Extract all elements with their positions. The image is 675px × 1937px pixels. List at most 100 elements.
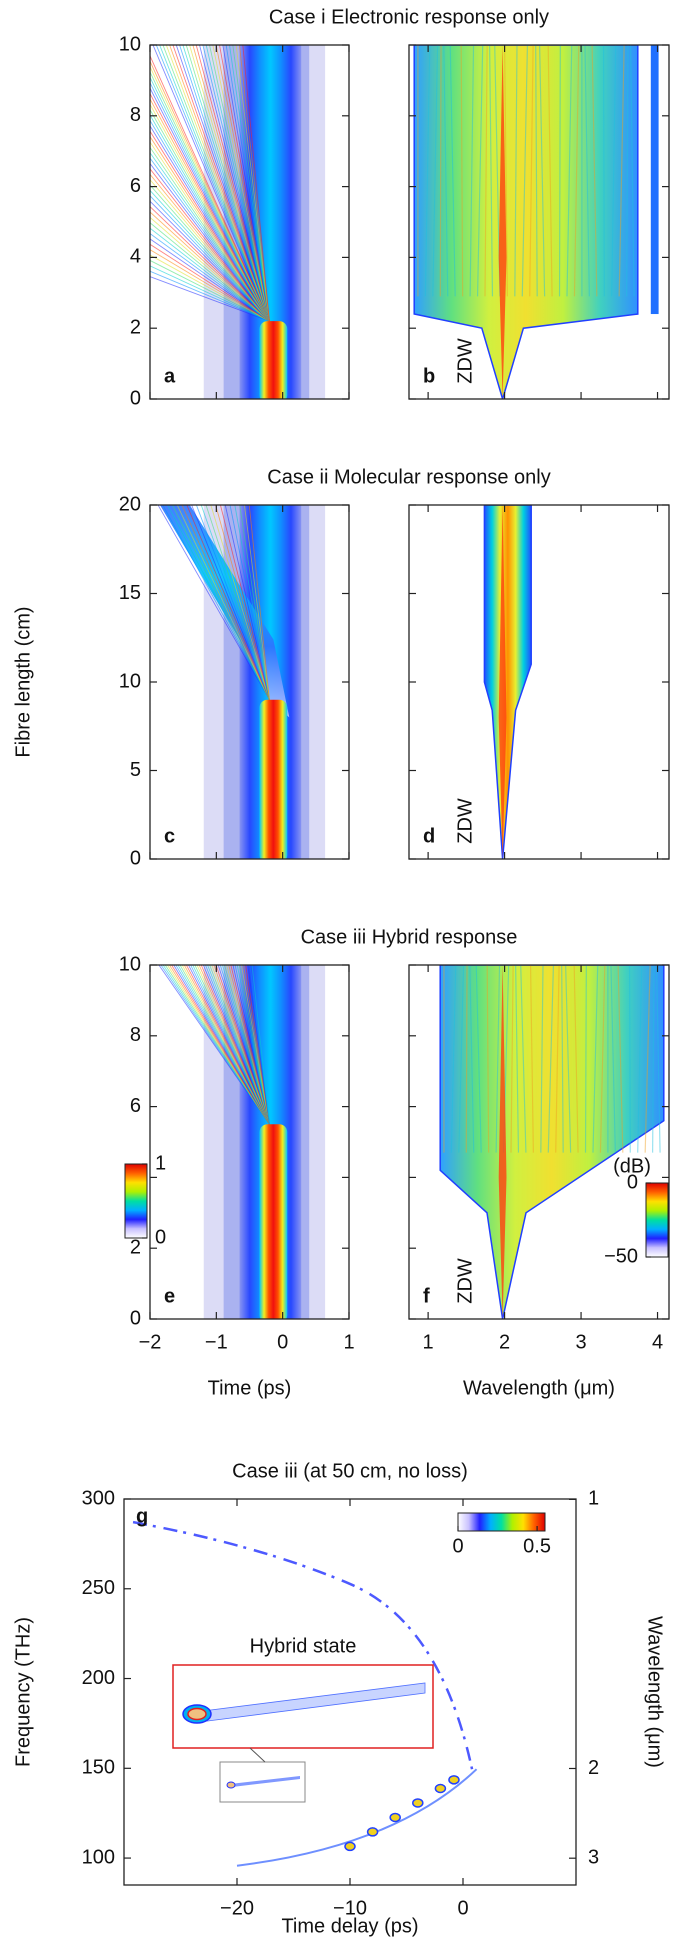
map-streak <box>495 965 501 1153</box>
colorbar-label: (dB) <box>613 1155 651 1177</box>
map-streak <box>652 965 655 1153</box>
map-streak <box>591 45 598 297</box>
y-tick-label: 15 <box>119 582 141 604</box>
y-axis-label: Frequency (THz) <box>12 1617 34 1767</box>
map-ray <box>212 45 270 322</box>
colorbar <box>457 1512 546 1532</box>
map-streak <box>561 965 564 1153</box>
map-streak <box>489 45 494 297</box>
map-streak <box>539 45 546 297</box>
map-ray <box>150 141 270 322</box>
map-ray <box>243 505 270 700</box>
map-ray <box>150 270 270 322</box>
map-ray <box>150 184 270 322</box>
map-streak <box>558 45 561 297</box>
colorbar-tick-label: 0 <box>155 1226 166 1248</box>
map-streak <box>424 45 431 297</box>
map-ray <box>195 45 270 322</box>
y-tick-label: 4 <box>130 246 141 268</box>
panel-label: c <box>164 825 175 847</box>
map-ray <box>150 114 270 322</box>
plot-frame <box>408 504 670 860</box>
map-ray <box>150 173 270 322</box>
y-tick-label: 6 <box>130 1095 141 1117</box>
panel-title: Case ii Molecular response only <box>267 466 550 488</box>
map-ray <box>239 505 270 700</box>
x-tick-label: 0 <box>277 1331 288 1353</box>
map-ray <box>209 45 270 322</box>
map-ray <box>195 505 270 700</box>
map-streak <box>547 965 555 1153</box>
map-streak <box>521 45 529 297</box>
map-core <box>259 321 288 399</box>
y-tick-label: 250 <box>82 1577 115 1599</box>
map-streak <box>449 45 456 297</box>
y-tick-label: 0 <box>130 847 141 869</box>
x-tick-label: −20 <box>220 1897 254 1919</box>
y-tick-label: 200 <box>82 1667 115 1689</box>
map-ray <box>186 505 270 700</box>
map-ray <box>150 189 270 322</box>
map-ray <box>189 45 270 322</box>
map-ray <box>167 505 270 700</box>
map-ray <box>181 505 270 700</box>
y-tick-label: 10 <box>119 670 141 692</box>
panel-label: f <box>423 1285 430 1307</box>
map-streak <box>510 965 514 1153</box>
map-streak <box>469 45 475 297</box>
map-ray <box>150 259 270 322</box>
map-streak <box>458 965 465 1153</box>
map-ray <box>232 45 270 322</box>
map-ray <box>219 505 270 700</box>
y-tick-label: 2 <box>130 316 141 338</box>
map-ray <box>172 45 270 322</box>
map-ray <box>169 45 270 322</box>
map-streak <box>637 965 643 1153</box>
map-ray <box>222 45 270 322</box>
map-streak <box>547 45 553 297</box>
map-ray <box>150 238 270 322</box>
x-axis-label: Wavelength (μm) <box>463 1377 615 1399</box>
map-ray <box>219 45 270 322</box>
map-spectrum <box>413 45 639 399</box>
map-ray <box>251 965 270 1125</box>
map-ray <box>171 505 270 700</box>
y2-axis-label: Wavelength (μm) <box>644 1616 666 1768</box>
y-tick-label: 8 <box>130 1024 141 1046</box>
map-streak <box>610 965 616 1153</box>
map-streak <box>469 965 475 1153</box>
map-ray <box>150 205 270 322</box>
y-tick-label: 0 <box>130 1307 141 1329</box>
map-core <box>259 1124 288 1319</box>
map-streak <box>475 965 482 1153</box>
map-streak <box>439 45 442 297</box>
map-ray <box>202 45 270 322</box>
map-ray <box>205 505 270 700</box>
plot-frame <box>149 964 350 1320</box>
map-ray <box>162 505 270 700</box>
y-tick-label: 300 <box>82 1487 115 1509</box>
map-ray <box>159 45 270 322</box>
y-tick-label: 100 <box>82 1846 115 1868</box>
map-ray <box>239 45 270 322</box>
inset-connector <box>249 1747 266 1763</box>
x-tick-label: −2 <box>139 1331 162 1353</box>
map-ray <box>150 249 270 322</box>
heatmap-area <box>439 965 665 1319</box>
map-ray <box>150 227 270 322</box>
map-ray <box>215 45 270 322</box>
y2-tick-label: 3 <box>588 1846 599 1868</box>
map-streak <box>484 45 488 297</box>
map-ray <box>150 124 270 322</box>
map-streak <box>515 965 520 1153</box>
map-ray <box>150 157 270 322</box>
y-tick-label: 10 <box>119 33 141 55</box>
panel-label: g <box>136 1505 148 1527</box>
inset-source-tail <box>230 1776 300 1787</box>
map-ray <box>150 254 270 322</box>
map-streak <box>443 45 449 297</box>
x-tick-label: 4 <box>652 1331 663 1353</box>
y-tick-label: 6 <box>130 175 141 197</box>
map-streak <box>465 965 468 1153</box>
